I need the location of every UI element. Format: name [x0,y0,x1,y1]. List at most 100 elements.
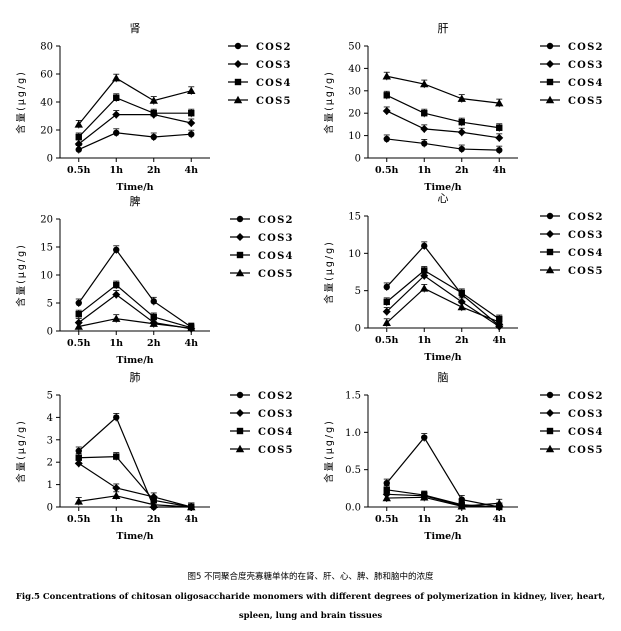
legend-label: COS3 [258,409,294,420]
x-tick-label: 0.5h [375,514,399,525]
legend-marker [236,427,244,435]
legend-label: COS4 [568,248,604,259]
data-point [74,497,83,505]
data-point [113,414,120,421]
legend-label: COS5 [258,445,294,456]
x-tick-label: 1h [109,514,123,525]
y-tick-label: 0.5 [345,465,361,476]
legend-entry-COS2: COS2 [540,391,604,402]
x-tick-label: 4h [492,165,506,176]
data-point [420,284,429,292]
series-line [78,416,192,508]
y-tick-label: 3 [47,435,53,446]
data-point [383,283,390,291]
data-point [421,242,428,250]
y-tick-label: 20 [40,126,53,137]
data-point [112,483,121,492]
legend-label: COS5 [568,445,604,456]
data-point [113,281,120,289]
data-point [75,311,82,318]
legend-label: COS2 [256,42,292,53]
legend-entry-COS4: COS4 [540,248,604,259]
legend-label: COS3 [258,233,294,244]
data-point [383,92,390,99]
data-point [457,502,466,510]
x-tick-label: 4h [492,514,506,525]
legend-label: COS2 [568,42,604,53]
data-point [383,479,390,487]
y-tick-label: 40 [348,64,361,75]
y-tick-label: 30 [348,86,361,97]
series-COS5 [74,314,196,333]
y-tick-label: 40 [40,98,53,109]
y-tick-label: 10 [348,249,361,260]
legend-label: COS2 [568,391,604,402]
series-COS3 [382,489,504,511]
y-tick-label: 15 [348,212,361,223]
y-tick-label: 20 [40,215,53,226]
data-point [75,447,82,455]
chart-panel-2: 肝 0 10 20 30 40 50 0.5h 1h 2h 4h Time/h 含量(μg/g) COS2… [323,22,604,193]
y-axis-label: 含量(μg/g) [15,70,27,134]
data-point [150,110,157,117]
data-point [421,434,428,441]
figure-caption-english-line2: spleen, lung and brain tissues [238,611,383,621]
legend-marker [545,444,555,453]
legend-marker [546,212,554,220]
legend-entry-COS2: COS2 [540,212,602,223]
data-point [458,289,465,297]
series-line [78,132,192,151]
x-tick-label: 0.5h [375,165,399,176]
x-tick-label: 2h [455,335,469,346]
legend-marker [233,95,243,104]
x-tick-label: 1h [109,165,123,176]
legend-marker [235,444,245,453]
legend-label: COS4 [256,78,292,89]
series-line [386,489,500,508]
x-tick-label: 1h [109,338,123,349]
legend-label: COS3 [256,60,292,71]
data-point [495,317,504,326]
legend-label: COS2 [258,215,294,226]
data-point [383,486,390,494]
legend-marker [236,409,244,417]
data-point [457,302,466,311]
data-point [150,497,157,504]
series-line [78,318,192,329]
data-point [421,140,428,147]
legend-marker [546,391,554,399]
legend-marker [234,78,242,86]
legend-label: COS3 [568,60,604,71]
legend-label: COS5 [258,269,294,280]
series-line [386,269,500,320]
x-axis-label: Time/h [424,182,461,193]
data-point [75,299,82,307]
y-tick-label: 0 [47,503,53,514]
x-axis-label: Time/h [116,182,153,193]
legend-marker [546,60,554,68]
legend-marker [545,95,555,104]
data-point [74,322,83,330]
y-tick-label: 0 [47,154,53,165]
y-axis-label: 含量(μg/g) [323,419,335,483]
chart-title: 肝 [438,22,449,35]
data-point [187,86,196,94]
legend-entry-COS3: COS3 [540,409,602,420]
series-line [78,455,192,508]
legend-marker [545,265,555,274]
legend-marker [236,233,244,241]
y-tick-label: 0 [47,327,53,338]
data-point [74,459,83,468]
legend-marker [235,268,245,277]
x-axis-label: Time/h [116,531,153,542]
x-tick-label: 4h [492,335,506,346]
y-tick-label: 2 [47,458,53,469]
y-tick-label: 4 [47,413,53,424]
x-tick-label: 2h [455,165,469,176]
legend-entry-COS4: COS4 [230,427,292,438]
figure-caption-chinese: 图5 不同聚合度壳寡糖单体的在肾、肝、心、脾、肺和脑中的浓度 [187,572,434,582]
series-line [78,462,192,508]
data-point [75,133,82,141]
series-COS2 [75,412,195,511]
data-point [113,453,120,460]
